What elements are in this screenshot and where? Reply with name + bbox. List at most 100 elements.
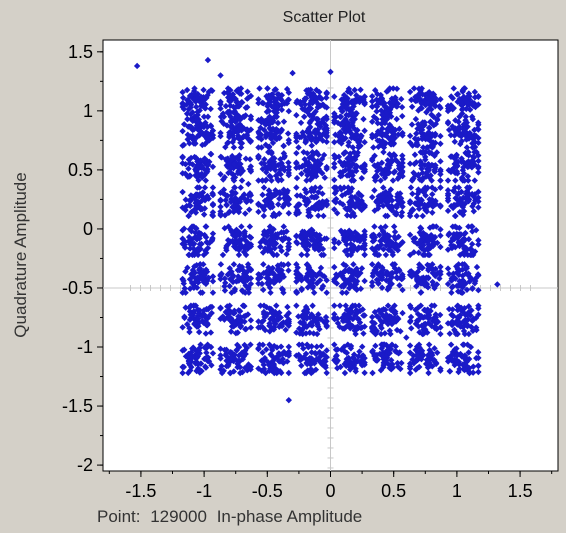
scatter-point	[417, 105, 424, 112]
scatter-point	[469, 317, 476, 325]
scatter-point	[369, 279, 376, 286]
y-tick-label: -0.5	[62, 278, 93, 298]
scatter-point	[208, 236, 216, 243]
scatter-point	[204, 341, 211, 348]
scatter-point	[406, 160, 414, 167]
scatter-point	[437, 324, 444, 331]
scatter-point	[217, 171, 224, 178]
scatter-point	[353, 309, 361, 317]
scatter-point	[265, 264, 272, 271]
scatter-point	[471, 94, 479, 101]
scatter-point	[386, 272, 394, 279]
scatter-point	[263, 108, 271, 116]
scatter-point	[238, 223, 245, 230]
scatter-point	[276, 190, 284, 197]
scatter-point	[450, 230, 458, 238]
scatter-point	[266, 320, 273, 327]
scatter-point	[466, 131, 473, 138]
scatter-point	[199, 205, 206, 213]
scatter-point	[241, 364, 249, 372]
scatter-point	[272, 368, 279, 375]
scatter-point	[378, 307, 385, 314]
scatter-point	[238, 263, 246, 271]
scatter-point	[266, 367, 273, 374]
scatter-point	[377, 367, 385, 374]
scatter-point	[393, 103, 401, 110]
scatter-point	[189, 126, 196, 134]
scatter-point	[347, 345, 355, 352]
scatter-point	[462, 244, 470, 251]
scatter-point	[237, 139, 244, 146]
scatter-point	[380, 119, 387, 126]
scatter-point	[180, 363, 188, 371]
scatter-point	[347, 276, 355, 284]
scatter-point	[260, 160, 268, 167]
scatter-point	[382, 223, 389, 230]
scatter-point	[285, 343, 292, 351]
scatter-point	[399, 155, 406, 163]
scatter-point	[339, 108, 346, 115]
scatter-point	[313, 343, 320, 350]
scatter-point	[456, 365, 463, 373]
scatter-point	[387, 279, 394, 287]
scatter-point	[369, 155, 376, 163]
scatter-point	[399, 309, 406, 317]
scatter-point	[202, 319, 209, 326]
scatter-point	[271, 235, 278, 243]
scatter-point	[224, 236, 232, 244]
scatter-point	[294, 264, 301, 271]
scatter-point	[209, 184, 217, 191]
scatter-point	[388, 197, 396, 204]
scatter-point	[398, 240, 405, 247]
scatter-point	[255, 128, 262, 136]
scatter-point	[218, 118, 225, 125]
scatter-point	[339, 325, 347, 332]
scatter-point	[258, 131, 265, 139]
scatter-point	[371, 251, 379, 258]
scatter-point	[255, 208, 262, 216]
scatter-point	[399, 112, 406, 120]
scatter-point	[465, 349, 472, 356]
scatter-point	[342, 302, 349, 309]
scatter-point	[188, 91, 195, 99]
scatter-point	[304, 284, 312, 291]
scatter-point	[393, 85, 401, 92]
scatter-point	[209, 289, 217, 296]
scatter-point	[201, 105, 209, 112]
scatter-point	[431, 316, 439, 323]
scatter-point	[340, 184, 348, 191]
scatter-point	[415, 323, 422, 330]
scatter-point	[323, 197, 330, 205]
scatter-point	[314, 323, 322, 330]
scatter-point	[266, 172, 273, 180]
scatter-point	[383, 313, 390, 320]
scatter-point	[323, 235, 330, 242]
y-tick-label: 0	[83, 219, 93, 239]
scatter-point	[469, 369, 477, 376]
scatter-point	[218, 369, 226, 377]
scatter-point	[358, 206, 365, 214]
scatter-point	[369, 282, 376, 290]
scatter-point	[406, 349, 414, 356]
scatter-point	[396, 349, 403, 356]
scatter-point	[470, 208, 478, 215]
scatter-point	[369, 118, 376, 125]
scatter-point	[244, 245, 251, 253]
scatter-point	[444, 118, 452, 126]
scatter-point	[358, 197, 366, 205]
scatter-point	[411, 135, 419, 142]
scatter-point	[361, 162, 368, 170]
scatter-point	[247, 243, 255, 250]
scatter-point	[338, 96, 345, 103]
scatter-point	[188, 279, 196, 287]
scatter-point	[342, 190, 349, 198]
scatter-point	[242, 104, 250, 112]
scatter-point	[372, 342, 379, 350]
scatter-point	[279, 237, 286, 244]
scatter-point	[262, 121, 269, 128]
scatter-point	[257, 274, 265, 281]
scatter-point	[369, 134, 376, 141]
scatter-point	[180, 141, 188, 149]
scatter-point	[415, 249, 422, 256]
scatter-point	[309, 313, 317, 320]
